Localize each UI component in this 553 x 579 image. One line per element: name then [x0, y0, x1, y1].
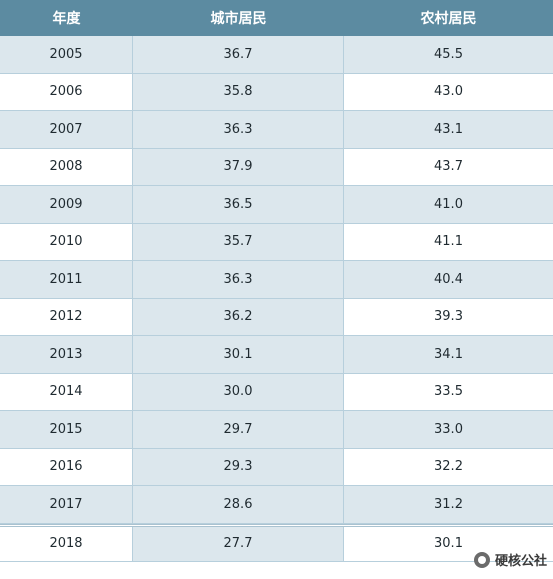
table-row: 2009 36.5 41.0	[0, 186, 553, 224]
cell-year: 2015	[0, 411, 133, 448]
cell-urban: 36.3	[133, 111, 344, 148]
cell-year: 2011	[0, 261, 133, 298]
cell-rural: 34.1	[434, 346, 463, 362]
cell-urban: 30.1	[133, 336, 344, 373]
table-body: 2005 36.7 45.5 2006 35.8 43.0 2007 36.3 43.1 2008…	[0, 36, 553, 562]
cell-year: 2013	[0, 336, 133, 373]
cell-year: 2008	[0, 148, 133, 185]
table-row: 2008 37.9 43.7	[0, 148, 553, 186]
cell-urban: 35.8	[133, 73, 344, 110]
cell-rural: 45.5	[434, 46, 463, 62]
data-table: 年度 城市居民 农村居民 2005 36.7 45.5 2006 35.8 43.0 200…	[0, 0, 553, 562]
table-row: 2011 36.3 40.4	[0, 261, 553, 299]
cell-rural: 31.2	[434, 496, 463, 512]
cell-rural: 40.4	[434, 271, 463, 287]
header-rural: 农村居民	[420, 11, 477, 27]
cell-rural: 33.5	[434, 384, 463, 400]
table-row: 2014 30.0 33.5	[0, 373, 553, 411]
cell-urban: 36.5	[133, 186, 344, 223]
table-row: 2012 36.2 39.3	[0, 298, 553, 336]
cell-urban: 27.7	[133, 526, 344, 561]
watermark-text: 硬核公社	[494, 554, 547, 569]
cell-urban: 29.3	[133, 448, 344, 485]
cell-year: 2016	[0, 448, 133, 485]
header-year: 年度	[52, 11, 81, 27]
cell-rural: 39.3	[434, 309, 463, 325]
cell-urban: 28.6	[133, 486, 344, 523]
table-row: 2007 36.3 43.1	[0, 111, 553, 149]
cell-urban: 30.0	[133, 373, 344, 410]
table-row: 2005 36.7 45.5	[0, 36, 553, 74]
cell-year: 2005	[0, 36, 133, 73]
cell-year: 2007	[0, 111, 133, 148]
cell-urban: 36.2	[133, 298, 344, 335]
cell-urban: 36.3	[133, 261, 344, 298]
cell-rural: 43.7	[434, 159, 463, 175]
table-row: 2016 29.3 32.2	[0, 448, 553, 486]
cell-urban: 37.9	[133, 148, 344, 185]
wechat-icon	[473, 551, 490, 568]
cell-rural: 43.0	[434, 84, 463, 100]
table-row: 2006 35.8 43.0	[0, 73, 553, 111]
cell-urban: 36.7	[133, 36, 344, 73]
table-row: 2013 30.1 34.1	[0, 336, 553, 374]
cell-rural: 43.1	[434, 121, 463, 137]
cell-rural: 30.1	[434, 536, 463, 551]
watermark: 硬核公社	[473, 550, 547, 569]
cell-year: 2017	[0, 486, 133, 523]
cell-year: 2006	[0, 73, 133, 110]
table-row: 2010 35.7 41.1	[0, 223, 553, 261]
cell-year: 2018	[0, 526, 133, 561]
table-row: 2018 27.7 30.1	[0, 523, 553, 562]
cell-year: 2014	[0, 373, 133, 410]
cell-year: 2010	[0, 223, 133, 260]
cell-year: 2009	[0, 186, 133, 223]
cell-rural: 32.2	[434, 459, 463, 475]
cell-urban: 35.7	[133, 223, 344, 260]
header-urban: 城市居民	[210, 11, 267, 27]
cell-rural: 41.0	[434, 196, 463, 212]
table-row: 2017 28.6 31.2	[0, 486, 553, 524]
table-header: 年度 城市居民 农村居民	[0, 0, 553, 36]
cell-urban: 29.7	[133, 411, 344, 448]
cell-rural: 41.1	[434, 234, 463, 250]
cell-rural: 33.0	[434, 421, 463, 437]
table-row: 2015 29.7 33.0	[0, 411, 553, 449]
cell-year: 2012	[0, 298, 133, 335]
